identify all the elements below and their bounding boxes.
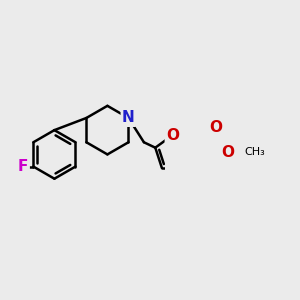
Text: O: O [221, 145, 234, 160]
Text: O: O [166, 128, 179, 142]
Text: F: F [18, 159, 28, 174]
Text: CH₃: CH₃ [244, 147, 265, 157]
Text: N: N [122, 110, 135, 125]
Text: O: O [209, 120, 223, 135]
